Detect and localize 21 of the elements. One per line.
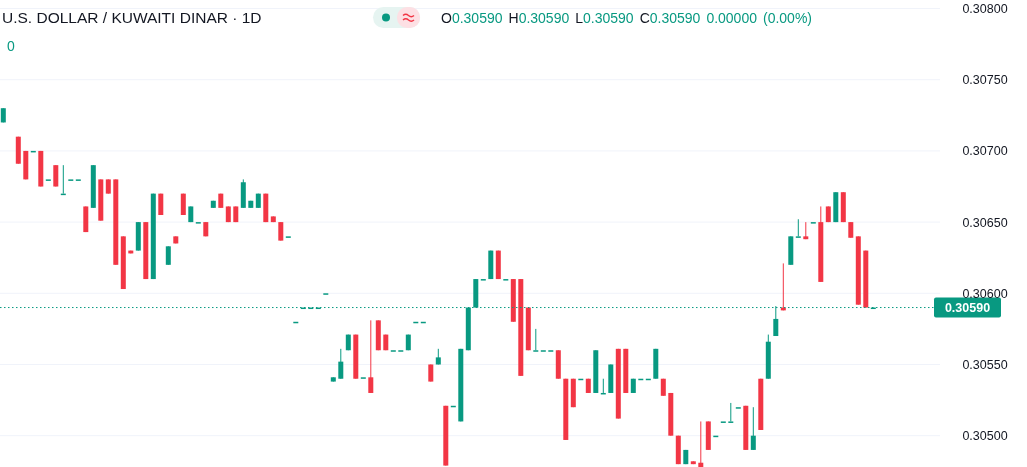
candlestick xyxy=(165,245,171,266)
y-tick-label: 0.30650 xyxy=(962,215,1008,230)
y-tick-label: 0.30550 xyxy=(962,357,1008,372)
y-tick-label: 0.30600 xyxy=(962,286,1008,301)
y-tick-label: 0.30800 xyxy=(962,2,1008,17)
text: U.S. DOLLAR / KUWAITI DINAR · 1D xyxy=(2,9,262,26)
text: O0.30590 H0.30590 L0.30590 C0.30590 0.00000 (0.00%) xyxy=(441,10,813,26)
candlestick xyxy=(698,420,704,467)
candlestick xyxy=(533,328,539,352)
candlestick xyxy=(53,164,59,188)
y-tick-label: 0.30750 xyxy=(962,73,1008,88)
candlestick xyxy=(368,319,374,394)
candlestick xyxy=(750,406,756,451)
y-tick-label: 0.30500 xyxy=(962,429,1008,444)
candlestick xyxy=(278,221,284,242)
candlestick xyxy=(795,218,801,238)
annotation: 0 xyxy=(7,38,15,54)
candlestick xyxy=(728,402,734,423)
ref-line-label: 0.30590 xyxy=(944,301,991,316)
candlestick xyxy=(338,348,344,380)
y-tick-label: 0.30700 xyxy=(962,144,1008,159)
